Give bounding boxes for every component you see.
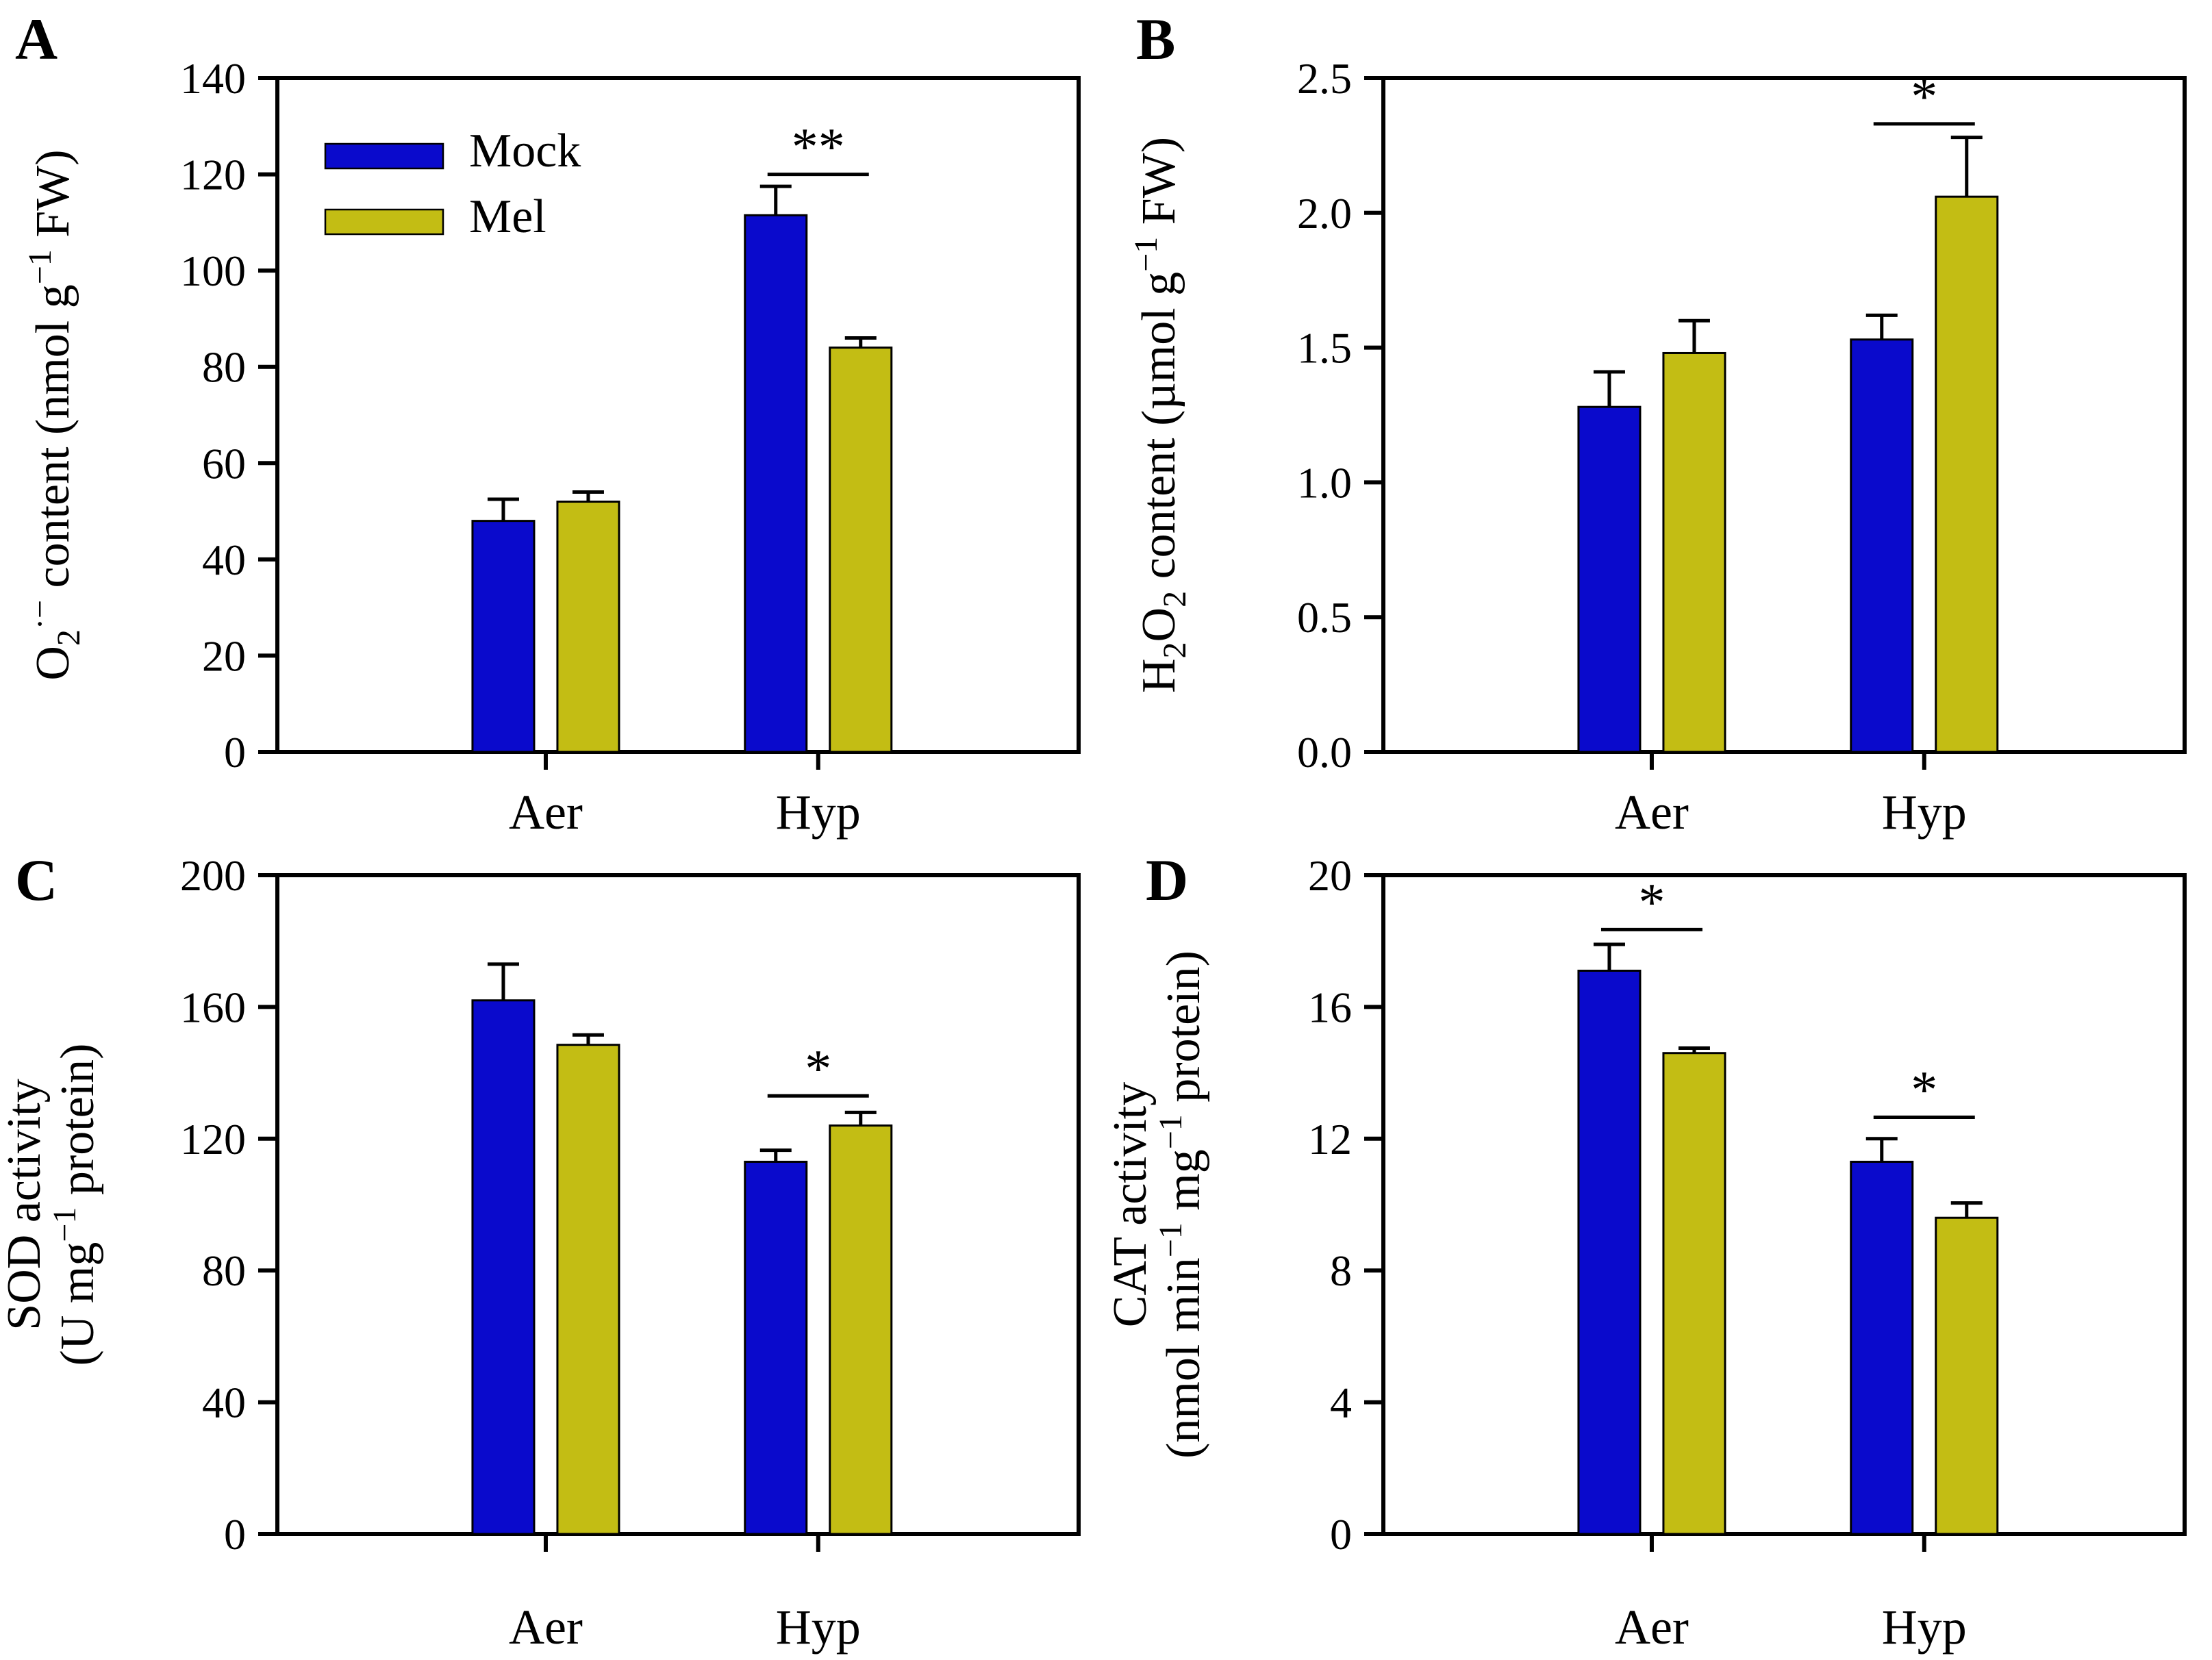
plot-b: 0.0 0.5 1.0 1.5 2.0 2.5 Aer Hyp * H2O2 content (µ… bbox=[1128, 54, 2187, 840]
bar-mock-aer bbox=[1577, 405, 1642, 753]
x-category-label: Aer bbox=[1615, 1600, 1689, 1655]
y-tick-label: 2.0 bbox=[1297, 189, 1352, 238]
y-tick-label: 0 bbox=[224, 728, 246, 777]
bar-mel-aer bbox=[1662, 1052, 1726, 1535]
panel-a-label: A bbox=[15, 6, 58, 72]
y-tick-label: 40 bbox=[202, 536, 246, 584]
significance-stars: ** bbox=[792, 117, 845, 177]
y-tick-label: 40 bbox=[202, 1379, 246, 1427]
y-tick-label: 80 bbox=[202, 343, 246, 392]
bar-mel-hyp bbox=[829, 1124, 893, 1535]
y-axis-label-line: SOD activity bbox=[0, 1079, 51, 1330]
y-tick-label: 0 bbox=[224, 1510, 246, 1559]
y-tick-label: 60 bbox=[202, 439, 246, 488]
y-tick-label: 140 bbox=[180, 54, 246, 103]
y-tick-label: 8 bbox=[1330, 1246, 1352, 1295]
y-tick-label: 0.5 bbox=[1297, 593, 1352, 642]
plot-frame bbox=[1381, 76, 2187, 754]
y-tick-label: 160 bbox=[180, 983, 246, 1031]
legend-label-mock: Mock bbox=[469, 125, 581, 177]
panel-a-chart: 0 20 40 60 80 100 120 140 Aer Hyp ** Mock Mel O2·− co… bbox=[22, 54, 1081, 840]
y-axis-label-line: H2O2 content (µmol g−1 FW) bbox=[1128, 137, 1193, 693]
x-category-label: Hyp bbox=[1882, 1600, 1967, 1655]
y-tick-label: 4 bbox=[1330, 1379, 1352, 1427]
plot-c: 0 40 80 120 160 200 Aer Hyp * SOD activity (U mg−1… bbox=[0, 851, 1081, 1655]
plot-frame bbox=[275, 873, 1081, 1536]
y-axis-label-line: (nmol min−1 mg−1 protein) bbox=[1153, 951, 1210, 1459]
bar-mock-aer bbox=[1577, 969, 1642, 1535]
y-tick-label: 0 bbox=[1330, 1510, 1352, 1559]
legend-label-mel: Mel bbox=[469, 190, 546, 243]
y-tick-label: 20 bbox=[1308, 851, 1352, 900]
bar-mel-aer bbox=[556, 1044, 620, 1535]
bar-mel-hyp bbox=[1935, 1216, 1999, 1535]
plot-frame bbox=[1381, 873, 2187, 1536]
bar-mock-hyp bbox=[744, 214, 808, 753]
panel-d-chart: 0 4 8 12 16 20 Aer Hyp * * CAT activity(nmol min−1… bbox=[1104, 851, 2187, 1655]
y-tick-label: 16 bbox=[1308, 983, 1352, 1031]
bar-mock-aer bbox=[471, 999, 536, 1535]
panel-d: D 0 4 8 12 16 20 Aer Hyp * * CAT activity (nmol min… bbox=[1104, 830, 2212, 1660]
bar-mel-hyp bbox=[829, 347, 893, 753]
x-category-label: Hyp bbox=[1882, 785, 1967, 840]
x-category-label: Aer bbox=[509, 1600, 583, 1655]
significance-stars: * bbox=[805, 1038, 831, 1098]
panel-c: C 0 40 80 120 160 200 Aer Hyp * SOD activity (U mg… bbox=[0, 830, 1106, 1660]
significance-stars: * bbox=[1911, 66, 1937, 126]
panel-b: B 0.0 0.5 1.0 1.5 2.0 2.5 Aer Hyp * H2O2 content … bbox=[1106, 0, 2212, 840]
legend-swatch-mock bbox=[324, 142, 444, 170]
plot-a: 0 20 40 60 80 100 120 140 Aer Hyp ** Mock Mel O2·− co… bbox=[22, 54, 1081, 840]
y-tick-label: 1.5 bbox=[1297, 324, 1352, 373]
x-category-label: Hyp bbox=[776, 1600, 861, 1655]
bar-mock-hyp bbox=[1850, 338, 1914, 753]
y-tick-label: 80 bbox=[202, 1246, 246, 1295]
bar-mel-aer bbox=[556, 501, 620, 753]
y-tick-label: 12 bbox=[1308, 1115, 1352, 1164]
significance-stars: * bbox=[1638, 872, 1665, 931]
panel-d-label: D bbox=[1146, 847, 1189, 913]
bar-mel-aer bbox=[1662, 351, 1726, 753]
plot-d: 0 4 8 12 16 20 Aer Hyp * * CAT activity(nmol min−1… bbox=[1104, 851, 2187, 1655]
x-category-label: Aer bbox=[1615, 785, 1689, 840]
panel-c-label: C bbox=[15, 847, 58, 913]
plot-frame bbox=[275, 76, 1081, 754]
panel-b-label: B bbox=[1136, 6, 1176, 72]
y-tick-label: 2.5 bbox=[1297, 54, 1352, 103]
legend: Mock Mel bbox=[324, 125, 581, 243]
bar-mock-aer bbox=[471, 520, 536, 753]
legend-swatch-mel bbox=[324, 208, 444, 236]
x-category-label: Aer bbox=[509, 785, 583, 840]
panel-b-chart: 0.0 0.5 1.0 1.5 2.0 2.5 Aer Hyp * H2O2 content (µ… bbox=[1128, 54, 2187, 840]
y-axis-label-line: O2·− content (nmol g−1 FW) bbox=[22, 149, 87, 680]
y-tick-label: 1.0 bbox=[1297, 458, 1352, 507]
y-axis-label-line: (U mg−1 protein) bbox=[47, 1044, 104, 1366]
bar-mock-hyp bbox=[1850, 1160, 1914, 1535]
significance-stars: * bbox=[1911, 1060, 1937, 1120]
x-category-label: Hyp bbox=[776, 785, 861, 840]
y-tick-label: 120 bbox=[180, 1115, 246, 1164]
y-tick-label: 100 bbox=[180, 247, 246, 295]
panel-a: A 0 20 40 60 80 100 120 140 Aer Hyp ** Mock Mel O2·− … bbox=[0, 0, 1106, 840]
bar-mel-hyp bbox=[1935, 195, 1999, 753]
bar-mock-hyp bbox=[744, 1160, 808, 1535]
panel-c-chart: 0 40 80 120 160 200 Aer Hyp * SOD activity (U mg−1… bbox=[0, 851, 1081, 1655]
y-tick-label: 120 bbox=[180, 151, 246, 199]
y-tick-label: 0.0 bbox=[1297, 728, 1352, 777]
y-tick-label: 200 bbox=[180, 851, 246, 900]
y-tick-label: 20 bbox=[202, 631, 246, 680]
y-axis-label-line: CAT activity bbox=[1104, 1082, 1157, 1327]
